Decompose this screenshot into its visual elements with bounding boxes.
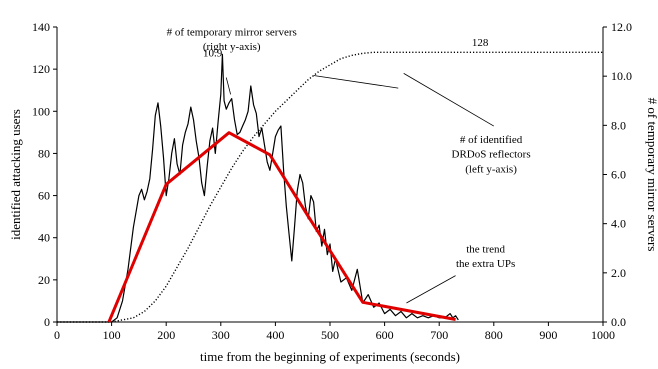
x-tick-label: 600 — [376, 328, 394, 342]
y-left-tick-label: 80 — [38, 146, 50, 160]
x-tick-label: 200 — [157, 328, 175, 342]
y-left-tick-label: 100 — [32, 104, 50, 118]
y-left-tick-label: 40 — [38, 231, 50, 245]
reflectors-dotted-line — [57, 51, 603, 323]
y-left-axis-title: identified attacking users — [8, 109, 23, 240]
y-right-tick-label: 12.0 — [611, 20, 632, 34]
annotation-leaders — [225, 73, 495, 304]
annotation-text: # of temporary mirror servers — [167, 26, 297, 38]
annotation-text: 10.9 — [203, 48, 223, 60]
leader-line — [225, 77, 232, 95]
series — [57, 51, 603, 323]
y-right-tick-label: 2.0 — [611, 266, 626, 280]
attacking-users-line — [57, 53, 459, 323]
y-left-tick-label: 120 — [32, 62, 50, 76]
annotation-text: DRDoS reflectors — [452, 149, 531, 161]
y-left-tick-label: 20 — [38, 273, 50, 287]
x-tick-label: 100 — [103, 328, 121, 342]
annotation-text: (left y-axis) — [465, 163, 517, 175]
annotations: # of temporary mirror servers (right y-ax… — [167, 26, 531, 270]
x-axis-title: time from the beginning of experiments (… — [200, 349, 460, 364]
x-tick-label: 800 — [485, 328, 503, 342]
x-tick-label: 900 — [539, 328, 557, 342]
y-right-tick-label: 4.0 — [611, 217, 626, 231]
y-right-tick-label: 0.0 — [611, 315, 626, 329]
leader-line — [403, 73, 495, 127]
x-tick-label: 700 — [430, 328, 448, 342]
y-right-tick-label: 10.0 — [611, 69, 632, 83]
leader-line — [313, 75, 399, 89]
x-tick-label: 1000 — [591, 328, 615, 342]
x-tick-label: 0 — [54, 328, 60, 342]
x-tick-label: 400 — [266, 328, 284, 342]
x-tick-label: 500 — [321, 328, 339, 342]
y-left-tick-label: 140 — [32, 20, 50, 34]
annotation-text: # of identified — [460, 134, 523, 146]
y-left-tick-label: 60 — [38, 189, 50, 203]
axes — [56, 27, 604, 323]
annotation-text: (right y-axis) — [203, 41, 261, 53]
y-right-tick-label: 6.0 — [611, 168, 626, 182]
annotation-text: 128 — [472, 37, 489, 49]
x-tick-label: 300 — [212, 328, 230, 342]
annotation-text: the extra UPs — [456, 258, 515, 270]
y-right-tick-label: 8.0 — [611, 118, 626, 132]
trend-line — [107, 131, 456, 323]
leader-line — [406, 275, 456, 304]
y-left-tick-label: 0 — [44, 315, 50, 329]
ticks: 0 100 200 300 400 500 600 700 800 900 1000 0 20 40 60 8… — [32, 20, 632, 342]
y-right-axis-title: # of temporary mirror servers — [645, 98, 658, 252]
annotation-text: the trend — [466, 243, 505, 255]
